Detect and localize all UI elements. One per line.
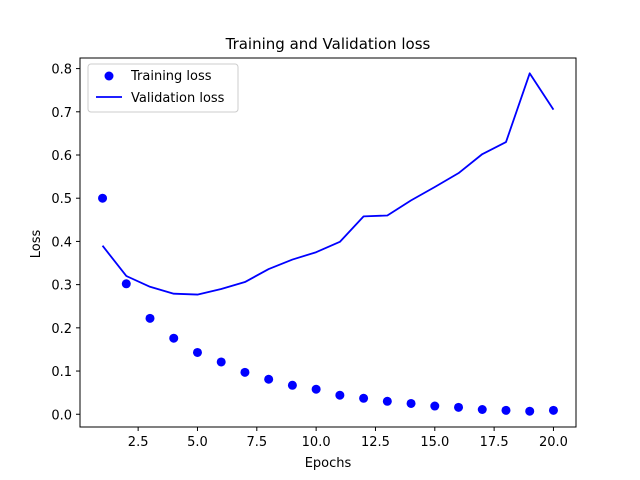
y-tick-label: 0.8: [51, 63, 72, 78]
plot-frame: [79, 57, 577, 428]
chart-title: Training and Validation loss: [225, 35, 431, 53]
x-tick-label: 15.0: [420, 435, 449, 450]
training-loss-point: [169, 333, 179, 343]
legend-validation-label: Validation loss: [131, 91, 225, 106]
training-loss-point: [145, 313, 155, 323]
training-loss-point: [216, 357, 226, 367]
y-axis-label: Loss: [29, 230, 44, 259]
training-loss-point: [311, 384, 321, 394]
legend: Training loss Validation loss: [87, 63, 239, 113]
training-loss-point: [121, 279, 131, 289]
y-tick-label: 0.6: [51, 149, 72, 164]
training-loss-point: [430, 401, 440, 411]
x-tick-label: 12.5: [361, 435, 390, 450]
x-tick-label: 2.5: [128, 435, 149, 450]
x-tick-label: 7.5: [246, 435, 267, 450]
training-loss-point: [406, 398, 416, 408]
x-tick-label: 20.0: [539, 435, 568, 450]
training-loss-point: [335, 390, 345, 400]
training-loss-point: [287, 380, 297, 390]
legend-training-marker: [104, 71, 114, 81]
x-tick-label: 17.5: [480, 435, 509, 450]
training-loss-point: [382, 396, 392, 406]
y-tick-label: 0.5: [51, 192, 72, 207]
validation-loss-line: [101, 72, 555, 296]
x-axis-label: Epochs: [305, 456, 352, 471]
y-tick-label: 0.3: [51, 279, 72, 294]
training-loss-point: [359, 393, 369, 403]
training-loss-point: [525, 406, 535, 416]
legend-box: [87, 63, 239, 113]
legend-training-label: Training loss: [130, 69, 212, 84]
y-tick-label: 0.0: [51, 408, 72, 423]
training-loss-point: [477, 405, 487, 415]
y-tick-label: 0.1: [51, 365, 72, 380]
training-loss-point: [454, 402, 464, 412]
y-tick-label: 0.7: [51, 106, 72, 121]
y-tick-label: 0.2: [51, 322, 72, 337]
x-tick-label: 5.0: [187, 435, 208, 450]
y-tick-label: 0.4: [51, 235, 72, 250]
training-loss-point: [264, 374, 274, 384]
training-loss-point: [98, 193, 108, 203]
x-tick-label: 10.0: [302, 435, 331, 450]
training-loss-point: [501, 405, 511, 415]
training-loss-point: [240, 367, 250, 377]
training-loss-point: [548, 405, 558, 415]
training-loss-point: [192, 347, 202, 357]
